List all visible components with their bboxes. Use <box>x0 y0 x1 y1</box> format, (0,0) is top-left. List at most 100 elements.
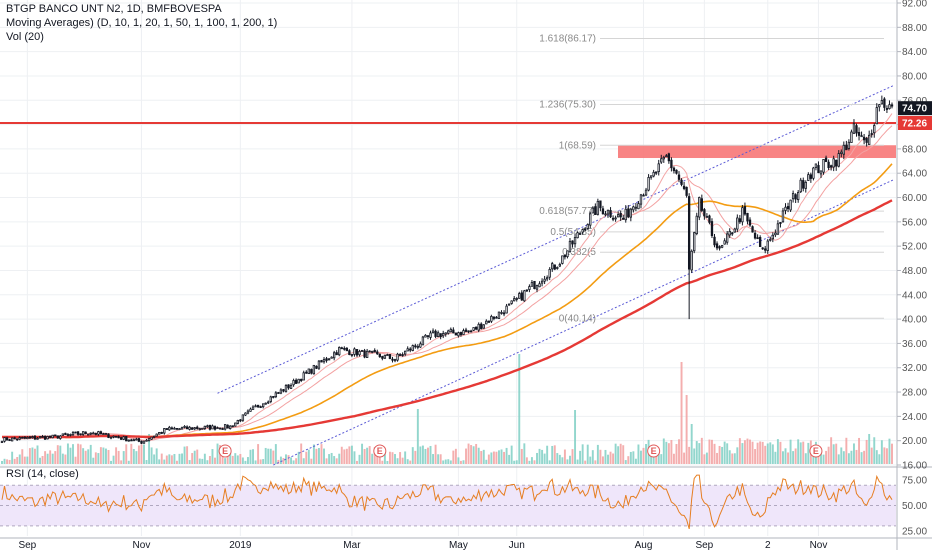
candle-body <box>573 237 577 245</box>
candle-body <box>3 437 6 442</box>
symbol-legend[interactable]: BTGP BANCO UNT N2, 1D, BMFBOVESPA <box>6 3 222 15</box>
volume-bar <box>97 453 100 464</box>
candle-body <box>264 402 267 405</box>
candle <box>578 231 582 235</box>
volume-bar <box>234 453 237 464</box>
candle-body <box>188 426 191 430</box>
candle <box>175 428 179 430</box>
volume-bar <box>16 457 19 464</box>
candle-body <box>890 104 894 107</box>
candle <box>411 344 414 352</box>
candle <box>789 199 792 212</box>
candle-body <box>94 433 97 435</box>
volume-bar <box>216 443 219 464</box>
candle-body <box>350 354 354 356</box>
candle <box>26 436 29 440</box>
candle-body <box>335 352 338 356</box>
volume-bar <box>569 455 571 464</box>
candle <box>409 347 412 353</box>
volume-legend[interactable]: Vol (20) <box>6 31 44 43</box>
volume-bar <box>698 443 701 464</box>
candle <box>824 155 828 163</box>
candle <box>634 202 638 212</box>
candle <box>720 244 724 249</box>
candle <box>637 200 640 210</box>
candle <box>251 405 255 410</box>
candle-body <box>538 283 541 288</box>
volume-bar <box>703 454 706 464</box>
volume-bar <box>201 458 204 464</box>
volume-bar <box>330 452 333 464</box>
candle <box>779 221 782 228</box>
candle <box>837 150 840 168</box>
candle <box>51 434 54 439</box>
candle <box>543 275 546 285</box>
candle-body <box>614 217 617 220</box>
candle <box>566 250 569 259</box>
candle <box>122 435 125 441</box>
volume-bar <box>693 448 696 464</box>
volume-bar <box>604 449 607 464</box>
candle <box>647 174 650 192</box>
candle-body <box>492 316 496 319</box>
volume-bar <box>383 450 386 464</box>
volume-bar <box>350 445 353 464</box>
candle-body <box>682 185 686 189</box>
candle-body <box>680 179 683 185</box>
candle <box>769 236 772 242</box>
volume-bar <box>54 451 57 464</box>
candle <box>761 247 764 250</box>
candle-body <box>368 350 371 353</box>
candle-body <box>462 330 465 335</box>
volume-bar <box>427 447 429 464</box>
volume-bar <box>482 449 485 464</box>
candle <box>297 378 300 384</box>
candle <box>814 163 818 171</box>
candle-body <box>66 434 70 436</box>
volume-bar <box>513 460 516 464</box>
candle <box>196 425 199 430</box>
ma-legend[interactable]: Moving Averages) (D, 10, 1, 20, 1, 50, 1… <box>6 17 278 29</box>
volume-bar <box>404 451 407 464</box>
volume-bar <box>33 448 36 464</box>
candle-body <box>10 437 14 442</box>
candle <box>165 428 168 430</box>
candle-body <box>698 197 701 218</box>
candle-body <box>239 419 242 422</box>
candle <box>786 202 790 213</box>
volume-bar <box>548 460 551 464</box>
candle-body <box>269 396 272 402</box>
candle-body <box>642 194 645 197</box>
volume-bar <box>287 455 290 464</box>
candle-body <box>442 333 445 337</box>
candle <box>822 159 825 175</box>
volume-bar <box>670 439 673 464</box>
volume-bar <box>320 444 323 464</box>
candle-body <box>791 193 795 200</box>
candle <box>338 346 341 357</box>
volume-bar <box>178 453 181 464</box>
candle-body <box>718 246 721 249</box>
rsi-legend[interactable]: RSI (14, close) <box>6 468 79 480</box>
candle-body <box>723 240 726 245</box>
candle-body <box>127 439 130 442</box>
candle <box>269 395 272 404</box>
volume-bar <box>305 451 308 464</box>
candle <box>883 97 886 111</box>
candle <box>398 353 402 356</box>
volume-bar <box>444 459 447 464</box>
candle-body <box>497 311 501 319</box>
candle-body <box>112 435 115 438</box>
x-tick-label: Mar <box>343 540 361 550</box>
candle-body <box>439 333 442 338</box>
candle <box>226 424 229 429</box>
candle-body <box>797 192 800 201</box>
candle-body <box>784 206 787 211</box>
candle <box>695 212 698 236</box>
earnings-label: E <box>377 446 383 456</box>
candle-body <box>221 428 224 430</box>
candle-body <box>246 410 250 414</box>
candle-body <box>234 422 237 427</box>
candle-body <box>223 424 227 430</box>
